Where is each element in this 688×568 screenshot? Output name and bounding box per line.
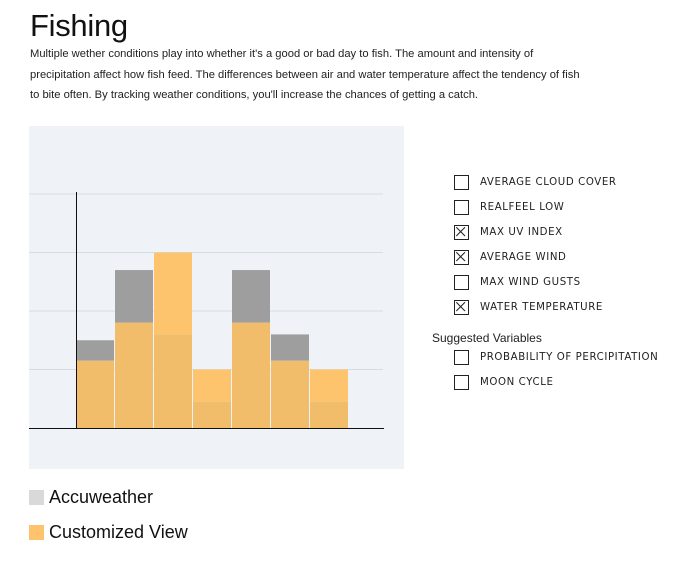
checkbox-label: WATER TEMPERATURE [480, 301, 603, 313]
checkbox-box[interactable] [454, 199, 469, 215]
checkbox-label: AVERAGE CLOUD COVER [480, 176, 617, 188]
bar-overlap-segment [154, 334, 192, 428]
bar-upper-segment [76, 340, 114, 361]
bar-overlap-segment [193, 401, 231, 428]
bar-upper-segment [154, 252, 192, 335]
check-x-icon [455, 226, 466, 236]
bar-upper-segment [193, 369, 231, 402]
page-description: Multiple wether conditions play into whe… [30, 48, 580, 101]
checkbox-average-wind[interactable]: AVERAGE WIND [454, 247, 567, 267]
suggested-variables-heading: Suggested Variables [432, 331, 542, 345]
legend-label: Customized View [49, 521, 188, 542]
bar-upper-segment [310, 369, 348, 402]
legend-item-accuweather: Accuweather [29, 486, 153, 508]
chart-panel [29, 126, 404, 469]
checkbox-moon-cycle[interactable]: MOON CYCLE [454, 372, 554, 392]
checkbox-box[interactable] [454, 374, 469, 390]
bar-upper-segment [115, 270, 153, 323]
checkbox-label: PROBABILITY OF PERCIPITATION [480, 351, 659, 363]
checkbox-box[interactable] [454, 174, 469, 190]
bar-overlap-segment [310, 401, 348, 428]
check-x-icon [455, 301, 466, 311]
checkbox-label: MOON CYCLE [480, 376, 554, 388]
bar-chart [29, 192, 384, 429]
checkbox-probability-of-percipitation[interactable]: PROBABILITY OF PERCIPITATION [454, 347, 658, 367]
legend-swatch-accuweather [29, 489, 44, 505]
bar-upper-segment [232, 270, 270, 323]
check-x-icon [455, 251, 466, 261]
checkbox-average-cloud-cover[interactable]: AVERAGE CLOUD COVER [454, 172, 617, 192]
checkbox-label: MAX WIND GUSTS [480, 276, 581, 288]
bar-overlap-segment [115, 322, 153, 428]
legend-item-customized-view: Customized View [29, 521, 188, 543]
checkbox-label: REALFEEL LOW [480, 201, 565, 213]
checkbox-realfeel-low[interactable]: REALFEEL LOW [454, 197, 564, 217]
checkbox-label: AVERAGE WIND [480, 251, 567, 263]
checkbox-box[interactable] [454, 349, 469, 365]
legend-label: Accuweather [49, 486, 154, 507]
checkbox-max-uv-index[interactable]: MAX UV INDEX [454, 222, 563, 242]
checkbox-box[interactable] [454, 249, 469, 265]
checkbox-max-wind-gusts[interactable]: MAX WIND GUSTS [454, 272, 581, 292]
bar-overlap-segment [271, 360, 309, 428]
bar-upper-segment [271, 334, 309, 361]
checkbox-water-temperature[interactable]: WATER TEMPERATURE [454, 297, 603, 317]
page-title: Fishing [30, 8, 128, 43]
checkbox-box[interactable] [454, 224, 469, 240]
checkbox-box[interactable] [454, 299, 469, 315]
legend-swatch-customized-view [29, 524, 44, 540]
bar-overlap-segment [232, 322, 270, 428]
checkbox-label: MAX UV INDEX [480, 226, 563, 238]
bar-overlap-segment [76, 360, 114, 428]
checkbox-box[interactable] [454, 274, 469, 290]
